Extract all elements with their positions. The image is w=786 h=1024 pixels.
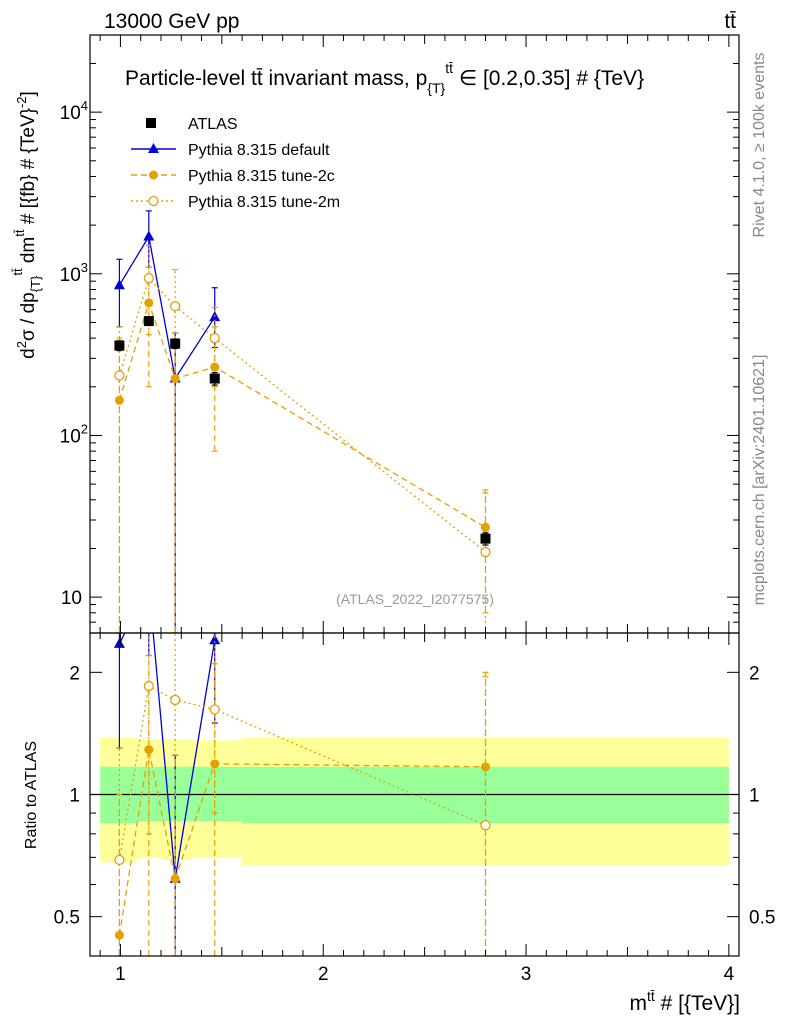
source-label: mcplots.cern.ch [arXiv:2401.10621] <box>751 355 768 606</box>
ratio-pythia-8-315-tune-2m-point <box>143 680 154 692</box>
legend-marker-tune2m <box>148 195 159 207</box>
main-pythia-8-315-tune-2m-point <box>480 546 491 558</box>
ratio-pythia-8-315-tune-2m-point <box>170 694 181 706</box>
ratio-ytick-label-right: 2 <box>749 663 760 684</box>
legend: ATLAS Pythia 8.315 default Pythia 8.315 … <box>131 116 340 211</box>
main-atlas-point <box>114 340 125 351</box>
ratio-pythia-8-315-tune-2m-point <box>480 820 491 831</box>
ratio-ytick-label-left: 0.5 <box>54 908 80 929</box>
ratio-pythia-8-315-tune-2c-point <box>480 762 490 772</box>
ratio-pythia-8-315-tune-2m-point <box>209 704 220 715</box>
main-atlas-point <box>143 316 154 327</box>
xlabel: mtt̄ # [{TeV}] <box>629 988 740 1015</box>
legend-label-tune2m: Pythia 8.315 tune-2m <box>188 194 340 211</box>
main-pythia-8-315-tune-2c-point <box>114 395 124 405</box>
main-pythia-8-315-tune-2m-line <box>118 276 486 553</box>
main-ytick-label: 103 <box>60 260 88 286</box>
rivet-label: Rivet 4.1.0, ≥ 100k events <box>751 53 768 238</box>
ratio-xtick-label: 3 <box>521 964 532 985</box>
legend-marker-atlas <box>146 118 156 128</box>
ratio-panel: 1 2 3 4 0.5 0.5 1 1 2 2 Ratio to ATLAS mtt̄ # [{T… <box>23 578 775 1015</box>
ratio-pythia-8-315-tune-2c-point <box>170 874 180 884</box>
ratio-ytick-label-left: 2 <box>69 663 80 684</box>
analysis-id: (ATLAS_2022_I2077575) <box>336 591 494 607</box>
ratio-xtick-label: 1 <box>115 964 126 985</box>
energy-label: 13000 GeV pp <box>104 10 239 33</box>
main-pythia-8-315-default-point <box>143 230 155 241</box>
ratio-ytick-label-right: 0.5 <box>749 908 775 929</box>
legend-label-tune2c: Pythia 8.315 tune-2c <box>188 168 335 185</box>
main-pythia-8-315-tune-2c-line <box>118 300 486 528</box>
main-ylabel: d2σ / dp{T}tt̄ dmtt̄ # [{fb} # {TeV}-2] <box>10 91 43 359</box>
main-pythia-8-315-default-line <box>118 234 216 381</box>
main-pythia-8-315-tune-2m-point <box>114 370 125 381</box>
main-pythia-8-315-tune-2c-point <box>210 362 220 372</box>
main-pythia-8-315-tune-2c-point <box>170 374 180 384</box>
legend-marker-default <box>148 143 159 153</box>
main-pythia-8-315-default-point <box>113 279 125 290</box>
main-pythia-8-315-tune-2m-point <box>170 301 181 312</box>
main-atlas-point <box>209 373 220 384</box>
main-ytick-label: 104 <box>60 98 88 124</box>
ratio-pythia-8-315-tune-2m-point <box>114 854 125 866</box>
chart-title: Particle-level tt̄ invariant mass, p{T}t… <box>125 60 644 96</box>
ratio-pythia-8-315-tune-2c-point <box>210 759 220 769</box>
ratio-plot-area <box>90 578 739 956</box>
ratio-ylabel: Ratio to ATLAS <box>23 741 40 849</box>
ratio-ytick-label-right: 1 <box>749 786 760 807</box>
ratio-pythia-8-315-default-point <box>113 637 125 648</box>
legend-marker-tune2c <box>149 170 158 180</box>
ratio-pythia-8-315-tune-2c-point <box>144 745 154 755</box>
main-atlas-point <box>480 533 491 544</box>
ratio-pythia-8-315-default-line <box>118 633 216 879</box>
ratio-pythia-8-315-default-point <box>143 578 154 588</box>
ratio-pythia-8-315-tune-2c-line <box>118 749 486 936</box>
ratio-ytick-label-left: 1 <box>69 786 80 807</box>
main-panel: 10 102 103 104 Particle-level tt̄ invariant… <box>10 34 740 634</box>
main-atlas-point <box>170 338 181 349</box>
process-label: tt̄ <box>724 10 736 33</box>
main-axes: 10 102 103 104 <box>60 34 739 634</box>
main-ytick-label: 102 <box>60 421 88 447</box>
ratio-xtick-label: 2 <box>318 964 329 985</box>
legend-label-atlas: ATLAS <box>188 116 238 133</box>
legend-label-default: Pythia 8.315 default <box>188 142 330 159</box>
main-pythia-8-315-tune-2m-point <box>209 332 220 344</box>
main-pythia-8-315-tune-2m-point <box>143 272 154 284</box>
ratio-pythia-8-315-default-point <box>209 634 221 645</box>
ratio-axes: 1 2 3 4 0.5 0.5 1 1 2 2 <box>54 633 775 985</box>
ratio-xtick-label: 4 <box>724 964 735 985</box>
main-plot-area <box>113 210 491 633</box>
main-ytick-label: 10 <box>61 588 82 609</box>
